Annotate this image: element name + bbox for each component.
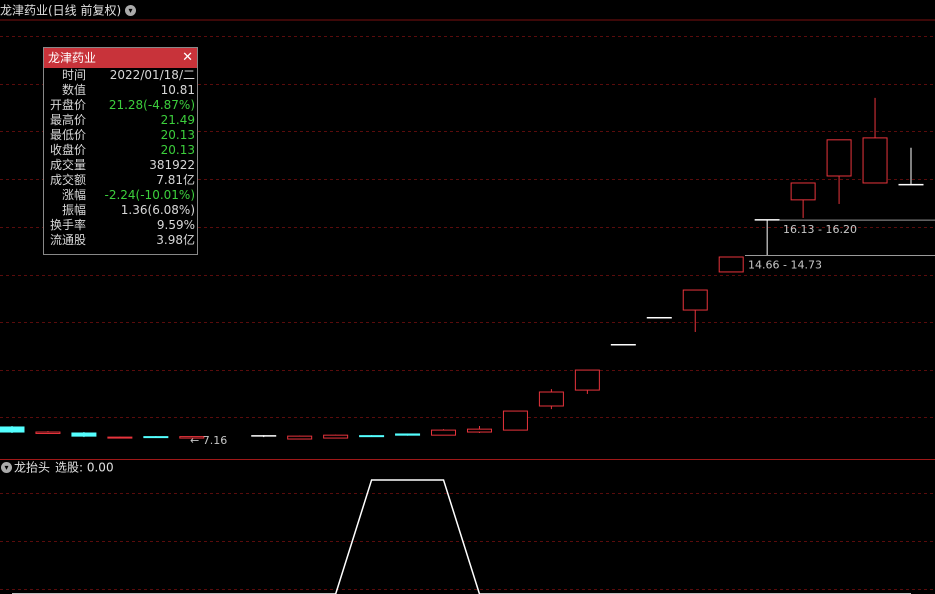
info-row: 开盘价 21.28(-4.87%) — [44, 98, 197, 113]
candle-body — [179, 436, 205, 439]
candle-body — [754, 219, 780, 221]
info-row: 成交量 381922 — [44, 158, 197, 173]
info-panel-title: 龙津药业 — [48, 51, 97, 65]
info-value: 1.36(6.08%) — [120, 203, 195, 217]
info-label: 流通股 — [49, 233, 86, 247]
candle-body — [431, 429, 457, 436]
info-value: 20.13 — [160, 128, 195, 142]
indicator-subtitle: 选股: 0.00 — [55, 461, 114, 475]
info-value: 9.59% — [156, 218, 195, 232]
candle-body — [287, 435, 313, 440]
candle-body — [0, 426, 25, 433]
candle-body — [359, 435, 385, 438]
plot: ← 7.16 16.13 - 16.20 14.66 - 14.73 — [0, 97, 935, 594]
info-label: 涨幅 — [61, 188, 86, 202]
indicator-line — [12, 479, 911, 594]
candle-body — [35, 431, 61, 434]
dropdown-icon[interactable]: ▾ — [125, 5, 136, 16]
info-value: 7.81亿 — [156, 173, 195, 187]
info-label: 数值 — [61, 83, 86, 97]
info-row: 数值 10.81 — [44, 83, 197, 98]
indicator-title: 龙抬头 — [14, 461, 50, 475]
info-label: 开盘价 — [49, 98, 86, 112]
candle-body — [610, 343, 636, 346]
info-row: 换手率 9.59% — [44, 218, 197, 233]
info-panel-header: 龙津药业 ✕ — [44, 48, 197, 68]
candle-body — [898, 183, 924, 186]
candle-body — [395, 433, 421, 436]
info-row: 振幅 1.36(6.08%) — [44, 203, 197, 218]
info-value: 21.28(-4.87%) — [108, 98, 195, 112]
candle-body — [251, 435, 277, 437]
info-label: 成交量 — [49, 158, 86, 172]
candle-body — [682, 289, 708, 311]
candle-body — [502, 410, 528, 431]
gap-label: 16.13 - 16.20 — [783, 223, 857, 236]
info-label: 最高价 — [49, 113, 86, 127]
candle-body — [718, 256, 744, 273]
info-rows: 时间 2022/01/18/二 数值 10.81 开盘价 21.28(-4.87%) 最高价… — [44, 68, 197, 248]
candle-body — [466, 428, 492, 433]
info-row: 成交额 7.81亿 — [44, 173, 197, 188]
candle-body — [538, 391, 564, 407]
candle-body — [862, 137, 888, 184]
candle-body — [71, 432, 97, 437]
info-label: 振幅 — [61, 203, 86, 217]
info-row: 最高价 21.49 — [44, 113, 197, 128]
info-row: 收盘价 20.13 — [44, 143, 197, 158]
info-panel: 龙津药业 ✕ 时间 2022/01/18/二数值 10.81 开盘价 21.28(-4.8… — [43, 47, 198, 255]
info-value: 3.98亿 — [156, 233, 195, 247]
gap-label: 14.66 - 14.73 — [748, 259, 822, 272]
candle-body — [323, 434, 349, 439]
info-label: 成交额 — [49, 173, 86, 187]
info-label: 换手率 — [49, 218, 86, 232]
info-value: 381922 — [149, 158, 195, 172]
candle-body — [143, 436, 169, 439]
candle-body — [790, 182, 816, 201]
info-value: 2022/01/18/二 — [109, 68, 195, 82]
info-label: 时间 — [61, 68, 86, 82]
low-annotation: ← 7.16 — [190, 434, 227, 447]
chart-title: 龙津药业(日线 前复权) — [0, 3, 121, 18]
info-value: -2.24(-10.01%) — [104, 188, 196, 202]
info-label: 最低价 — [49, 128, 86, 142]
info-row: 涨幅 -2.24(-10.01%) — [44, 188, 197, 203]
candle-body — [107, 436, 133, 439]
info-value: 20.13 — [160, 143, 195, 157]
candle-body — [646, 316, 672, 319]
candle-body — [574, 369, 600, 391]
info-row: 最低价 20.13 — [44, 128, 197, 143]
dropdown-icon[interactable]: ▾ — [1, 462, 12, 473]
info-row: 时间 2022/01/18/二 — [44, 68, 197, 83]
info-value: 21.49 — [160, 113, 195, 127]
info-value: 10.81 — [160, 83, 195, 97]
info-label: 收盘价 — [49, 143, 86, 157]
close-button[interactable]: ✕ — [182, 50, 193, 65]
candle-body — [826, 139, 852, 177]
info-row: 流通股 3.98亿 — [44, 233, 197, 248]
